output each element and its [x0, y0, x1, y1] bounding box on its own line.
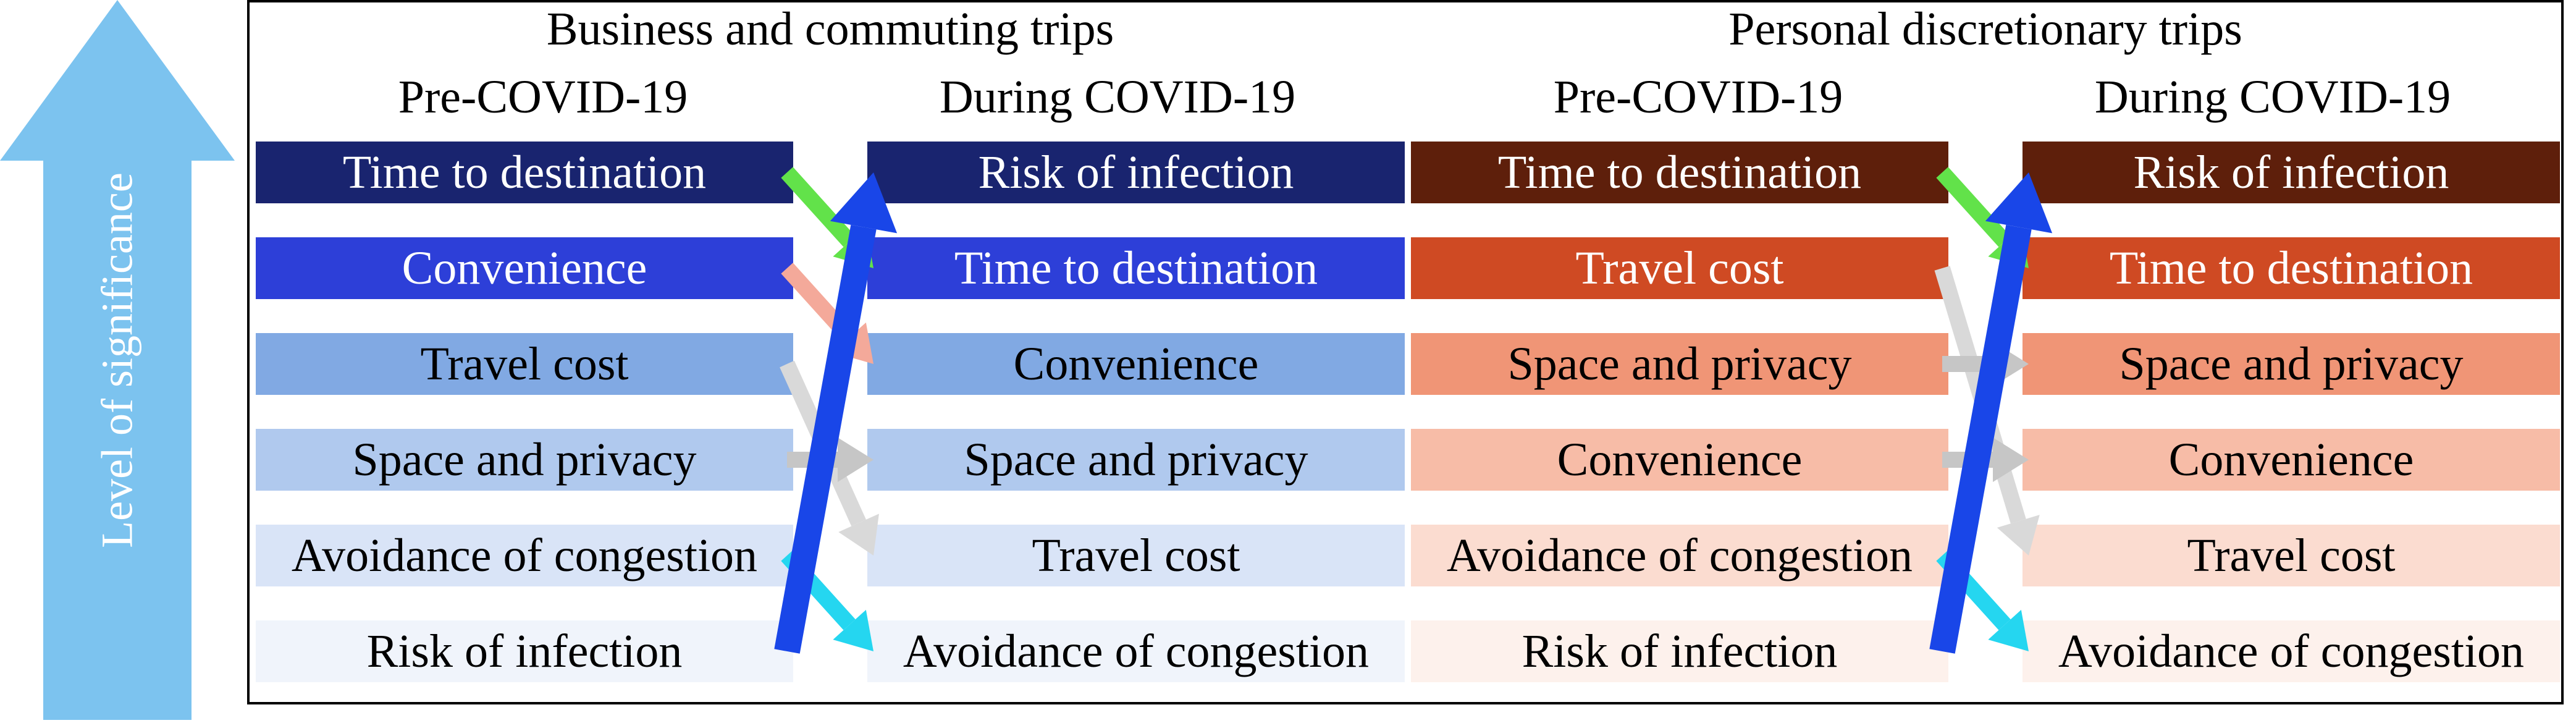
- panel-business: Business and commuting trips Pre-COVID-1…: [256, 2, 1405, 702]
- panel-personal: Personal discretionary trips Pre-COVID-1…: [1411, 2, 2560, 702]
- significance-arrow: Level of significance: [0, 0, 235, 720]
- content-frame: Business and commuting trips Pre-COVID-1…: [247, 0, 2564, 704]
- significance-label: Level of significance: [92, 172, 143, 548]
